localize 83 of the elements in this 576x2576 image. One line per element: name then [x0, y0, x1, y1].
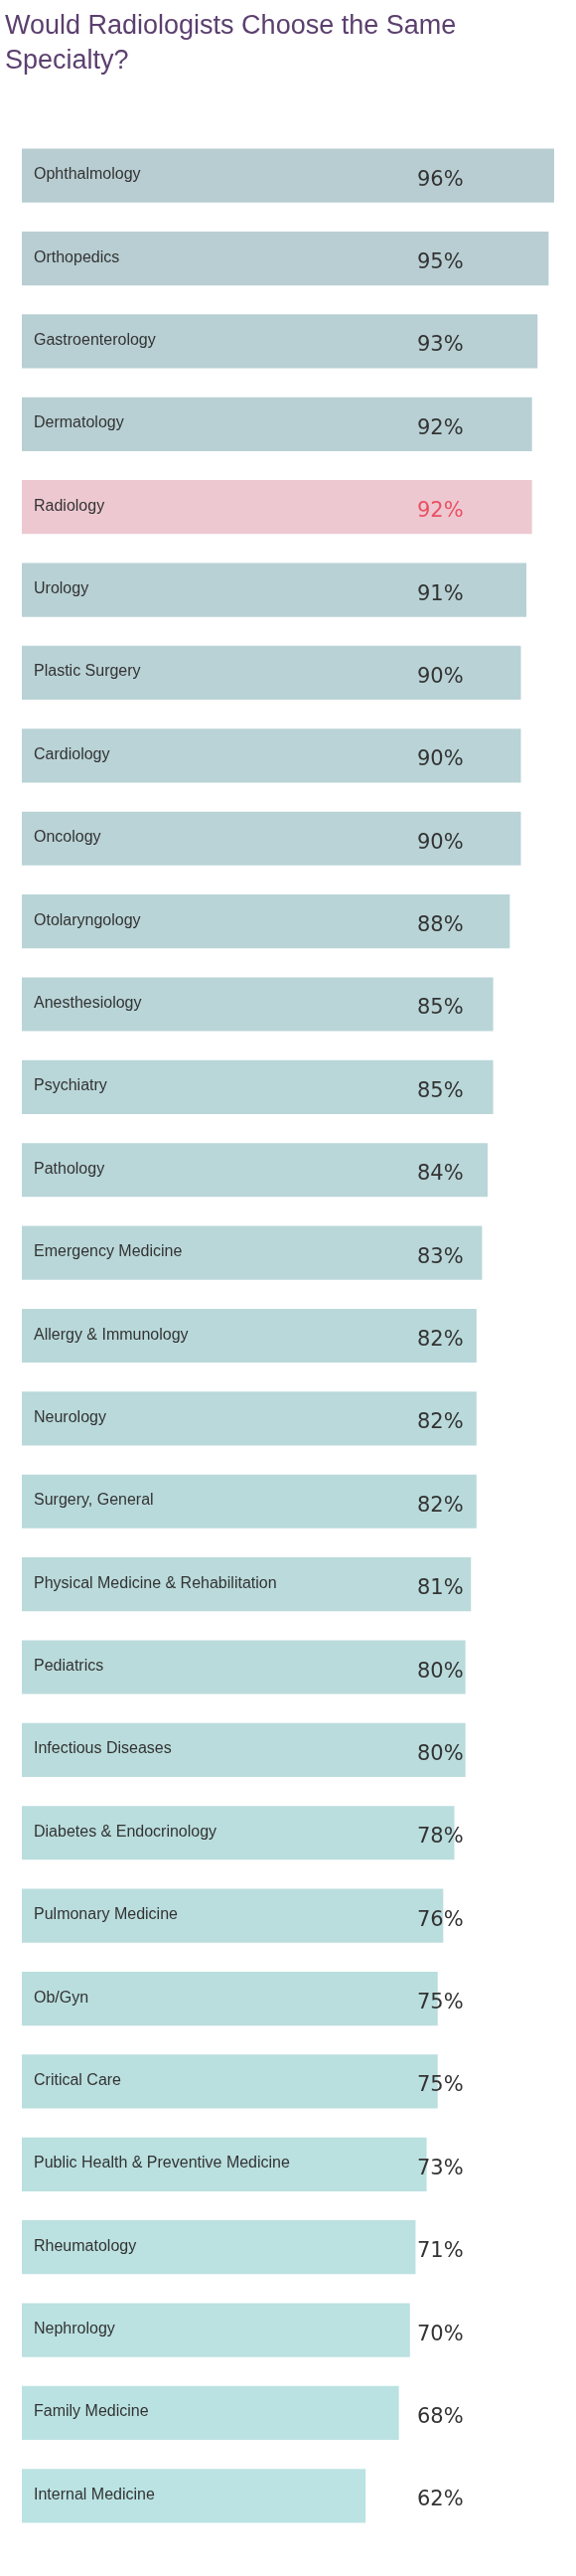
- bar: [22, 1722, 466, 1777]
- data-label: 83%: [417, 1244, 464, 1268]
- data-label: 78%: [417, 1824, 464, 1848]
- y-tick-label: Anesthesiology: [34, 994, 142, 1011]
- bar: [22, 728, 521, 783]
- data-label: 85%: [417, 995, 464, 1019]
- data-label: 84%: [417, 1161, 464, 1185]
- chart-title: Would Radiologists Choose the Same Specialty?: [5, 10, 457, 76]
- y-tick-label: Critical Care: [34, 2071, 122, 2088]
- y-tick-label: Diabetes & Endocrinology: [34, 1823, 217, 1840]
- y-tick-label: Family Medicine: [34, 2402, 149, 2419]
- y-tick-label: Nephrology: [34, 2320, 115, 2336]
- data-label: 76%: [417, 1907, 464, 1931]
- bar: [22, 397, 532, 451]
- data-label: 92%: [417, 498, 464, 522]
- bar: [22, 148, 554, 203]
- data-label: 96%: [417, 167, 464, 191]
- y-tick-label: Dermatology: [34, 413, 124, 430]
- y-tick-label: Rheumatology: [34, 2237, 137, 2254]
- data-label: 82%: [417, 1327, 464, 1351]
- y-tick-label: Internal Medicine: [34, 2486, 155, 2502]
- y-tick-label: Pulmonary Medicine: [34, 1905, 179, 1922]
- data-label: 73%: [417, 2156, 464, 2179]
- y-tick-label: Ob/Gyn: [34, 1989, 89, 2006]
- data-label: 80%: [417, 1741, 464, 1765]
- data-label: 75%: [417, 2072, 464, 2096]
- y-tick-label: Radiology: [34, 497, 105, 514]
- bar: [22, 1225, 483, 1280]
- bar: [22, 1474, 477, 1529]
- data-label: 95%: [417, 249, 464, 273]
- bar: [22, 1059, 494, 1114]
- bar: [22, 894, 510, 949]
- bar: [22, 977, 494, 1032]
- data-label: 62%: [417, 2487, 464, 2510]
- bar: [22, 563, 527, 617]
- data-label: 90%: [417, 746, 464, 770]
- y-tick-label: Psychiatry: [34, 1076, 107, 1093]
- y-tick-label: Oncology: [34, 828, 101, 845]
- y-tick-label: Ophthalmology: [34, 165, 141, 182]
- data-label: 71%: [417, 2238, 464, 2262]
- bar: [22, 314, 538, 369]
- y-tick-label: Urology: [34, 579, 89, 596]
- y-tick-label: Infectious Diseases: [34, 1739, 172, 1756]
- y-tick-label: Pathology: [34, 1160, 105, 1177]
- data-label: 82%: [417, 1493, 464, 1517]
- y-tick-label: Plastic Surgery: [34, 662, 141, 679]
- data-label: 90%: [417, 664, 464, 688]
- bar: [22, 2469, 366, 2523]
- bar: [22, 2220, 416, 2275]
- bar: [22, 1557, 472, 1612]
- y-tick-label: Public Health & Preventive Medicine: [34, 2154, 291, 2171]
- y-tick-label: Cardiology: [34, 745, 110, 762]
- y-tick-label: Emergency Medicine: [34, 1242, 183, 1259]
- bar: [22, 1391, 477, 1446]
- y-tick-label: Physical Medicine & Rehabilitation: [34, 1574, 277, 1591]
- bar: [22, 645, 521, 701]
- data-label: 81%: [417, 1575, 464, 1599]
- bar: [22, 811, 521, 866]
- y-tick-label: Pediatrics: [34, 1657, 104, 1674]
- data-label: 75%: [417, 1990, 464, 2013]
- bar: [22, 480, 532, 535]
- data-label: 80%: [417, 1659, 464, 1683]
- data-label: 70%: [417, 2322, 464, 2345]
- bar: [22, 1143, 488, 1198]
- data-label: 93%: [417, 332, 464, 356]
- y-tick-label: Otolaryngology: [34, 911, 141, 928]
- bar: [22, 1640, 466, 1694]
- bar: [22, 2385, 399, 2441]
- data-label: 68%: [417, 2404, 464, 2428]
- bar: [22, 2303, 410, 2357]
- y-tick-label: Gastroenterology: [34, 331, 156, 348]
- data-label: 90%: [417, 830, 464, 854]
- y-tick-label: Orthopedics: [34, 248, 120, 265]
- y-tick-label: Neurology: [34, 1408, 106, 1425]
- bar: [22, 231, 549, 286]
- y-tick-label: Allergy & Immunology: [34, 1326, 189, 1343]
- bar: [22, 1308, 477, 1364]
- data-label: 91%: [417, 581, 464, 605]
- data-label: 82%: [417, 1409, 464, 1433]
- y-tick-label: Surgery, General: [34, 1491, 154, 1508]
- data-label: 85%: [417, 1078, 464, 1102]
- data-label: 92%: [417, 415, 464, 439]
- data-label: 88%: [417, 912, 464, 936]
